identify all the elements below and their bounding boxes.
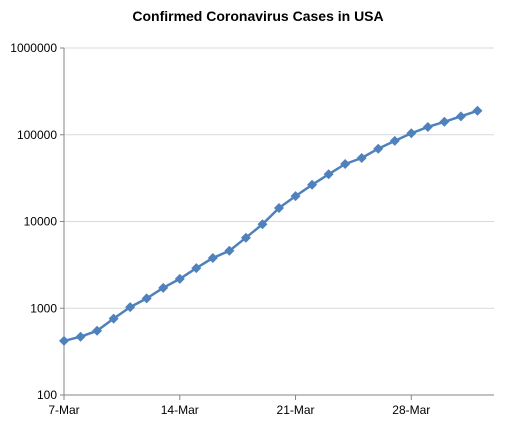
data-point (455, 111, 466, 122)
y-tick-label: 1000000 (10, 41, 57, 55)
data-point (141, 293, 152, 304)
data-point (240, 232, 251, 243)
data-point (257, 219, 268, 230)
data-point (389, 135, 400, 146)
data-point (92, 325, 103, 336)
data-point (439, 116, 450, 127)
data-point (406, 128, 417, 139)
y-tick-label: 10000 (24, 215, 58, 229)
data-point (191, 263, 202, 274)
chart-title: Confirmed Coronavirus Cases in USA (132, 8, 384, 24)
data-point (373, 143, 384, 154)
data-point (207, 252, 218, 263)
data-point (158, 282, 169, 293)
data-point (75, 331, 86, 342)
data-point (340, 159, 351, 170)
x-tick-label: 28-Mar (392, 403, 430, 417)
data-point (422, 121, 433, 132)
data-point (108, 313, 119, 324)
y-tick-label: 1000 (30, 301, 57, 315)
data-point (307, 179, 318, 190)
data-point (290, 191, 301, 202)
data-point (59, 335, 69, 346)
data-point (125, 302, 136, 313)
x-tick-label: 7-Mar (48, 403, 79, 417)
data-point (472, 105, 483, 116)
data-point (356, 152, 367, 163)
y-tick-label: 100000 (17, 128, 57, 142)
x-tick-label: 21-Mar (277, 403, 315, 417)
data-point (323, 169, 334, 180)
y-tick-label: 100 (37, 388, 57, 402)
data-point (274, 203, 284, 214)
data-point (224, 245, 235, 256)
x-tick-label: 14-Mar (161, 403, 199, 417)
data-point (174, 273, 185, 284)
